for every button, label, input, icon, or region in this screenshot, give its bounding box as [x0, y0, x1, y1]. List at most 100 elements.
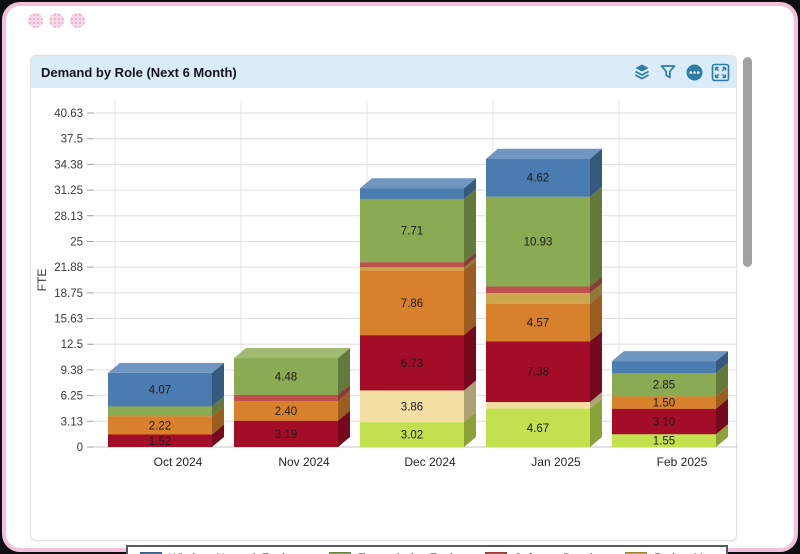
bar-segment[interactable]: 4.62 — [486, 148, 602, 197]
panel-title: Demand by Role (Next 6 Month) — [41, 64, 237, 80]
window-controls — [28, 13, 85, 28]
legend-label: Transmission Engineer — [358, 553, 475, 554]
segment-value-label: 1.55 — [653, 436, 675, 448]
bar-segment[interactable]: 4.57 — [486, 293, 602, 342]
legend-item-project-manager[interactable]: Project Manager — [625, 552, 739, 554]
segment-front-face — [360, 267, 464, 271]
segment-front-face — [486, 158, 590, 197]
x-axis-label: Jan 2025 — [531, 455, 581, 469]
segment-front-face — [234, 394, 338, 402]
segment-front-face — [612, 408, 716, 435]
segment-side-face — [212, 424, 224, 447]
segment-front-face — [108, 406, 212, 417]
segment-front-face — [486, 402, 590, 409]
stacked-bar-chart: 0 3.13 6.25 9.38 12.5 15.63 18.75 21.88 25 28.13 3… — [35, 100, 737, 469]
panel-toolbar — [632, 62, 730, 82]
legend-swatch — [329, 552, 352, 554]
segment-side-face — [716, 386, 728, 409]
y-tick-label: 6.25 — [61, 391, 83, 403]
window-dot-2[interactable] — [49, 13, 64, 28]
segment-side-face — [464, 412, 476, 447]
more-icon[interactable] — [684, 62, 704, 82]
filter-icon[interactable] — [658, 62, 678, 82]
segment-side-face — [338, 410, 350, 447]
segment-front-face — [234, 401, 338, 421]
segment-front-face — [360, 198, 464, 263]
segment-top-face — [234, 348, 350, 359]
window-dot-3[interactable] — [70, 13, 85, 28]
segment-side-face — [464, 380, 476, 423]
bar-segment[interactable]: 7.38 — [486, 331, 602, 403]
segment-front-face — [612, 373, 716, 397]
segment-value-label: 1.52 — [149, 436, 171, 448]
segment-front-face — [234, 420, 338, 447]
bar-segment[interactable]: 4.07 — [108, 362, 224, 407]
chart-panel-header: Demand by Role (Next 6 Month) — [31, 56, 736, 88]
legend-item-wireless-network-engineer[interactable]: Wireless Network Engineer — [140, 552, 319, 554]
segment-side-face — [464, 188, 476, 263]
segment-side-face — [716, 424, 728, 447]
segment-front-face — [360, 335, 464, 391]
bar-segment[interactable] — [612, 351, 728, 374]
bar-segment[interactable] — [360, 178, 476, 199]
legend-item-transmission-engineer[interactable]: Transmission Engineer — [329, 552, 475, 554]
segment-top-face — [486, 148, 602, 159]
segment-value-label: 3.02 — [401, 430, 423, 442]
segment-value-label: 4.67 — [527, 423, 549, 435]
layers-icon[interactable] — [632, 62, 652, 82]
segment-top-face — [108, 362, 224, 373]
segment-side-face — [590, 276, 602, 294]
y-tick-label: 28.13 — [54, 211, 83, 223]
segment-side-face — [590, 331, 602, 403]
y-tick-label: 9.38 — [61, 365, 83, 377]
segment-front-face — [612, 396, 716, 409]
bar-segment[interactable]: 4.48 — [234, 348, 350, 395]
segment-side-face — [716, 363, 728, 397]
legend-label: Software Developer — [514, 553, 615, 554]
segment-side-face — [338, 391, 350, 421]
chart-legend: Wireless Network Engineer Transmission En… — [126, 545, 739, 554]
segment-side-face — [590, 283, 602, 304]
segment-value-label: 3.19 — [275, 429, 297, 441]
segment-front-face — [486, 341, 590, 403]
bar-segment[interactable]: 7.86 — [360, 260, 476, 336]
segment-side-face — [590, 398, 602, 447]
x-axis-label: Feb 2025 — [657, 455, 708, 469]
segment-side-face — [464, 257, 476, 271]
segment-side-face — [464, 260, 476, 336]
segment-side-face — [212, 362, 224, 407]
bar-segment[interactable]: 10.93 — [486, 186, 602, 287]
segment-value-label: 4.07 — [149, 385, 171, 397]
window-dot-1[interactable] — [28, 13, 43, 28]
segment-value-label: 6.73 — [401, 358, 423, 370]
segment-side-face — [716, 351, 728, 374]
segment-top-face — [360, 178, 476, 189]
y-tick-label: 3.13 — [61, 416, 83, 428]
y-tick-label: 21.88 — [54, 262, 83, 274]
segment-side-face — [338, 348, 350, 395]
y-tick-label: 31.25 — [54, 185, 83, 197]
y-tick-label: 0 — [77, 442, 83, 454]
segment-front-face — [360, 270, 464, 336]
expand-icon[interactable] — [710, 62, 730, 82]
vertical-scrollbar[interactable] — [743, 57, 752, 267]
legend-item-software-developer[interactable]: Software Developer — [485, 552, 615, 554]
bar-segment[interactable]: 7.71 — [360, 188, 476, 263]
segment-side-face — [212, 406, 224, 435]
segment-value-label: 4.62 — [527, 173, 549, 185]
bar-oct-2024: 1.52 2.22 4.07 — [108, 362, 224, 448]
segment-side-face — [338, 384, 350, 402]
segment-front-face — [486, 408, 590, 447]
segment-value-label: 10.93 — [524, 237, 553, 249]
segment-side-face — [716, 398, 728, 435]
segment-top-face — [612, 351, 728, 362]
x-axis-label: Oct 2024 — [154, 455, 203, 469]
segment-value-label: 7.71 — [401, 226, 423, 238]
legend-swatch — [625, 552, 648, 554]
segment-front-face — [486, 196, 590, 287]
x-axis-label: Dec 2024 — [404, 455, 456, 469]
segment-front-face — [108, 416, 212, 435]
bar-jan-2025: 4.67 7.38 4.57 10.93 4.62 — [486, 148, 602, 447]
bar-nov-2024: 3.19 2.40 4.48 — [234, 348, 350, 447]
y-tick-label: 15.63 — [54, 314, 83, 326]
